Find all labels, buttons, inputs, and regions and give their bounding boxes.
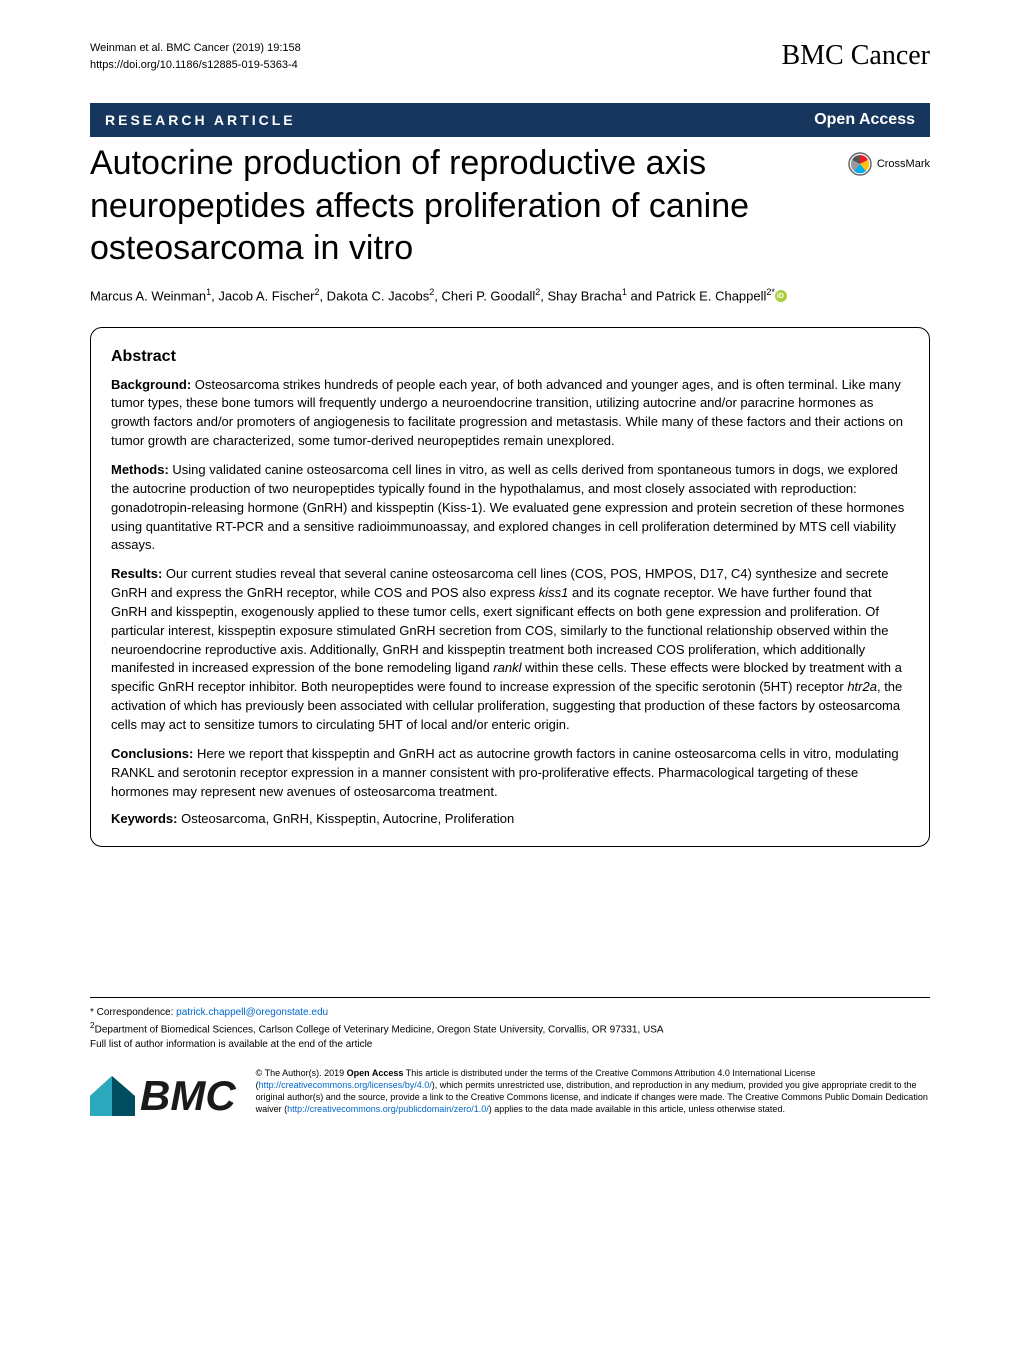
journal-name: BMC Cancer	[781, 40, 930, 72]
keywords-label: Keywords:	[111, 811, 177, 826]
header-top: Weinman et al. BMC Cancer (2019) 19:158 …	[90, 40, 930, 73]
license-prefix: © The Author(s). 2019	[256, 1068, 347, 1078]
author-6-affil: 2*	[766, 287, 775, 297]
bmc-logo: BMC	[90, 1067, 236, 1126]
license-text-3: ) applies to the data made available in …	[489, 1104, 785, 1114]
abstract-box: Abstract Background: Osteosarcoma strike…	[90, 327, 930, 848]
citation-line2: https://doi.org/10.1186/s12885-019-5363-…	[90, 57, 301, 74]
correspondence-line: * Correspondence: patrick.chappell@orego…	[90, 1006, 930, 1020]
affiliation-text: Department of Biomedical Sciences, Carls…	[95, 1025, 664, 1036]
article-title: Autocrine production of reproductive axi…	[90, 142, 848, 270]
citation-info: Weinman et al. BMC Cancer (2019) 19:158 …	[90, 40, 301, 73]
article-type-label: RESEARCH ARTICLE	[105, 112, 296, 128]
abstract-methods: Methods: Using validated canine osteosar…	[111, 461, 909, 555]
license-link-2[interactable]: http://creativecommons.org/publicdomain/…	[287, 1104, 489, 1114]
conclusions-text: Here we report that kisspeptin and GnRH …	[111, 746, 899, 799]
background-text: Osteosarcoma strikes hundreds of people …	[111, 377, 903, 449]
bmc-logo-icon	[90, 1076, 135, 1116]
author-6: and Patrick E. Chappell	[627, 288, 766, 303]
results-italic-3: htr2a	[847, 679, 877, 694]
license-link-1[interactable]: http://creativecommons.org/licenses/by/4…	[259, 1080, 432, 1090]
license-text: © The Author(s). 2019 Open Access This a…	[256, 1067, 930, 1116]
affiliation-line: 2Department of Biomedical Sciences, Carl…	[90, 1020, 930, 1037]
abstract-conclusions: Conclusions: Here we report that kisspep…	[111, 745, 909, 802]
results-italic-2: rankl	[493, 660, 521, 675]
correspondence-label: * Correspondence:	[90, 1007, 176, 1018]
results-label: Results:	[111, 566, 162, 581]
abstract-results: Results: Our current studies reveal that…	[111, 565, 909, 735]
footer-section: * Correspondence: patrick.chappell@orego…	[90, 997, 930, 1125]
crossmark-badge[interactable]: CrossMark	[848, 152, 930, 176]
abstract-heading: Abstract	[111, 348, 909, 366]
author-3: , Dakota C. Jacobs	[319, 288, 429, 303]
author-info-line: Full list of author information is avail…	[90, 1038, 930, 1052]
authors-list: Marcus A. Weinman1, Jacob A. Fischer2, D…	[90, 285, 930, 307]
author-2: , Jacob A. Fischer	[211, 288, 314, 303]
article-type-banner: RESEARCH ARTICLE Open Access	[90, 103, 930, 137]
background-label: Background:	[111, 377, 191, 392]
orcid-icon[interactable]	[775, 290, 787, 302]
conclusions-label: Conclusions:	[111, 746, 193, 761]
license-bold: Open Access	[347, 1068, 404, 1078]
crossmark-icon	[848, 152, 872, 176]
open-access-label: Open Access	[814, 111, 915, 129]
title-section: Autocrine production of reproductive axi…	[90, 142, 930, 270]
crossmark-label: CrossMark	[877, 158, 930, 170]
author-4: , Cheri P. Goodall	[434, 288, 535, 303]
methods-label: Methods:	[111, 462, 169, 477]
footer-bottom: BMC © The Author(s). 2019 Open Access Th…	[90, 1067, 930, 1126]
keywords-section: Keywords: Osteosarcoma, GnRH, Kisspeptin…	[111, 811, 909, 826]
keywords-text: Osteosarcoma, GnRH, Kisspeptin, Autocrin…	[177, 811, 514, 826]
bmc-logo-text: BMC	[140, 1067, 236, 1126]
citation-line1: Weinman et al. BMC Cancer (2019) 19:158	[90, 40, 301, 57]
author-1: Marcus A. Weinman	[90, 288, 206, 303]
correspondence-email[interactable]: patrick.chappell@oregonstate.edu	[176, 1007, 328, 1018]
methods-text: Using validated canine osteosarcoma cell…	[111, 462, 904, 552]
author-5: , Shay Bracha	[540, 288, 622, 303]
results-italic-1: kiss1	[539, 585, 569, 600]
abstract-background: Background: Osteosarcoma strikes hundred…	[111, 376, 909, 451]
